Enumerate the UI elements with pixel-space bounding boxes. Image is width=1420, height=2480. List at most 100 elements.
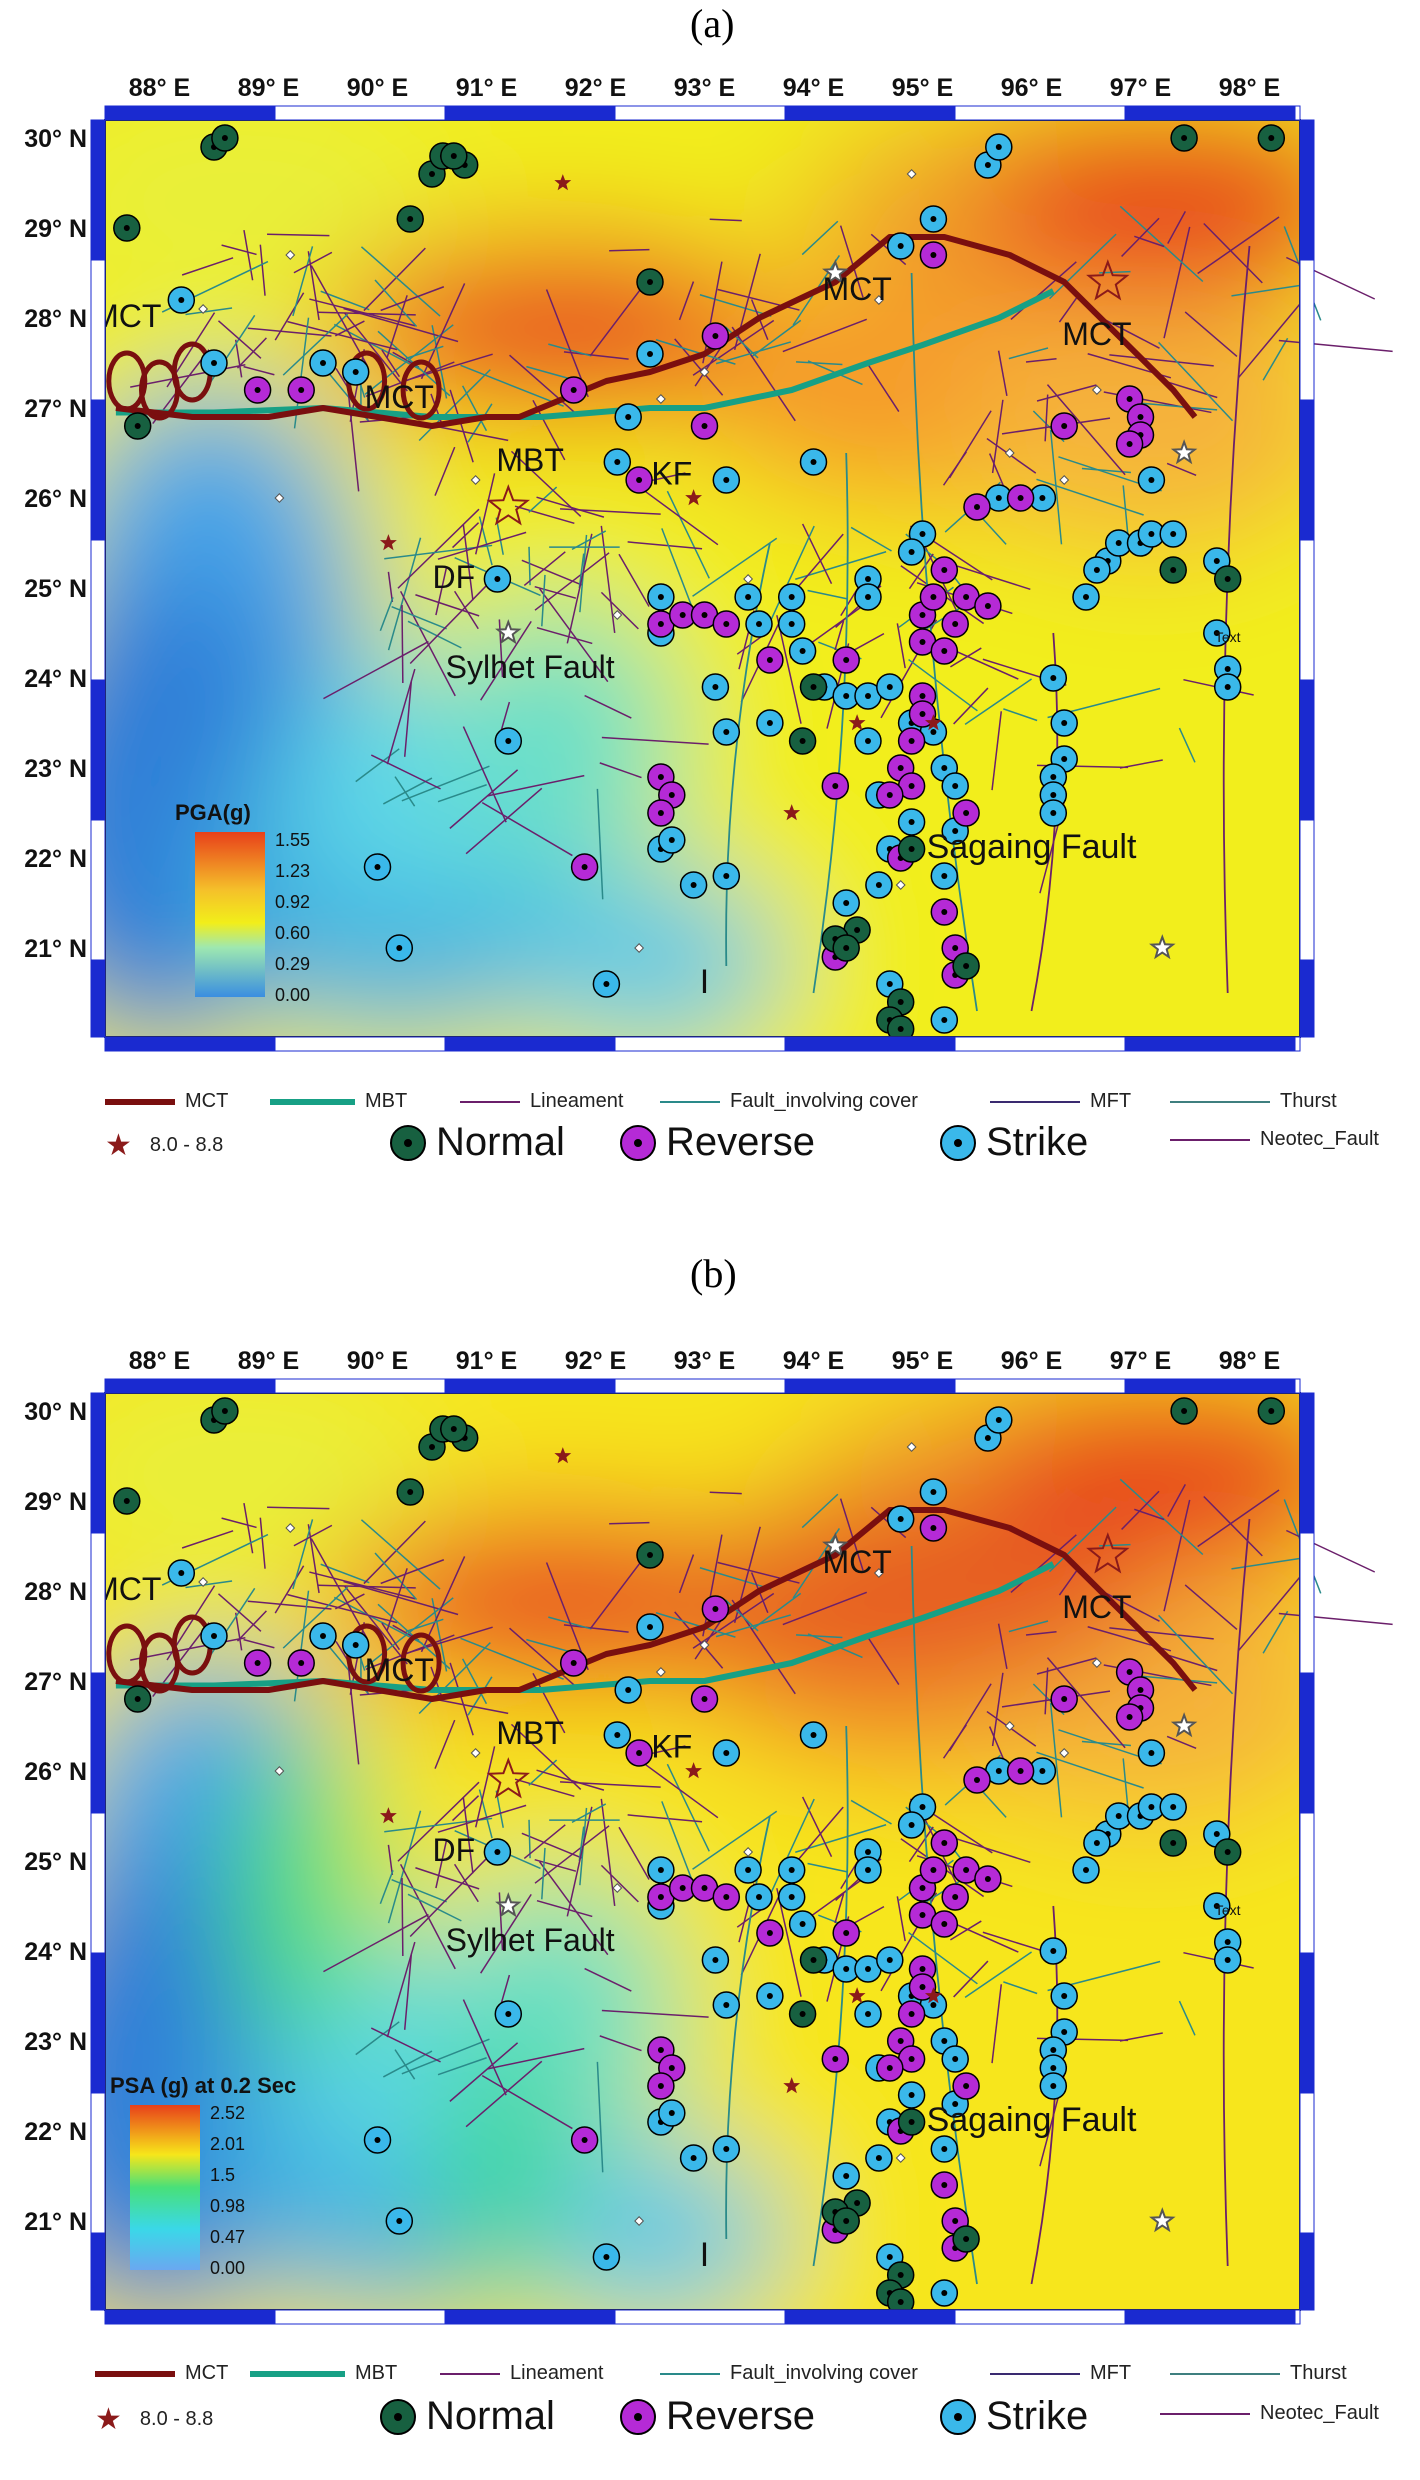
lat-tick-label: 21° N [24,935,87,963]
strike-event [592,2243,621,2271]
normal-event [211,124,239,152]
lineament [523,551,566,586]
lineament [541,574,546,627]
border-segment [954,1036,1126,1052]
lineament [462,1999,507,2096]
lineament [1109,354,1214,367]
legend-mbt: MBT [250,2362,397,2385]
minor-event [895,880,906,890]
lineament [382,2050,433,2078]
lat-tick-label: 22° N [24,845,87,873]
minor-event [285,250,296,260]
lineament [715,1614,792,1638]
lineament [1166,462,1197,477]
sagaing-fault-label: Sagaing Fault [927,828,1137,866]
lineament [534,1858,577,1872]
strike-event [788,1910,817,1938]
lineament [699,1567,772,1590]
minor-event [655,394,666,404]
lineament [981,1790,1007,1818]
lineament [1036,1751,1144,1789]
lineament [521,1832,583,1859]
lineament [363,247,426,312]
lat-tick-label: 23° N [24,2028,87,2056]
strike-event [941,2045,969,2073]
lineament [953,1960,989,1998]
lineament [1049,1506,1117,1573]
mct-line [115,1507,1198,1702]
legend-reverse: Reverse [620,2394,815,2439]
lineament [514,505,575,525]
lineament [401,2038,490,2075]
lineament [405,1626,493,1655]
normal-event [886,1015,915,1043]
sagaing-fault-label: Sagaing Fault [927,2101,1137,2139]
strike-event [309,1622,337,1650]
lineament [850,1799,892,1825]
lineament [942,451,967,486]
strike-icon [940,1124,976,1161]
border-segment [1299,2232,1315,2311]
lat-tick-label: 30° N [24,125,87,153]
lineament [1049,429,1063,545]
reverse-event [559,376,588,404]
lineament [538,588,609,683]
reverse-event [756,646,784,674]
normal-event [1213,1838,1242,1866]
lat-tick-label: 27° N [24,395,87,423]
lineament [908,1931,978,1985]
lineament [467,403,493,443]
minor-event [873,1568,884,1578]
lineament [1237,291,1311,379]
reverse-event [821,772,850,800]
border-segment [784,2309,956,2325]
legend-magnitude: ★ 8.0 - 8.8 [95,2403,214,2436]
lineament [563,351,629,360]
small-star [783,804,801,821]
lineament [655,339,736,365]
large-star [1086,259,1130,301]
normal-event [832,2207,860,2235]
normal-event [897,2108,926,2136]
reverse-event [647,799,675,827]
lineament [437,784,487,803]
lon-tick-label: 96° E [1001,74,1062,102]
border-segment [90,399,106,541]
lat-tick-label: 28° N [24,305,87,333]
lineament [449,769,519,829]
legend-magnitude: ★ 8.0 - 8.8 [105,1129,224,1162]
strike-event [756,1982,784,2010]
normal-event [799,673,828,701]
lineament [391,605,447,630]
lineament [997,1623,1008,1669]
reverse-event [919,1514,948,1542]
reverse-event [930,556,959,584]
normal-event [1257,1397,1286,1425]
strike-event [614,1676,642,1704]
lineament [403,1953,413,2030]
lon-tick-label: 94° E [783,74,844,102]
legend-thurst: Thurst [1170,2362,1347,2385]
lineament [694,1620,722,1660]
border-segment [1299,2092,1315,2234]
lineament [234,339,243,378]
lineament [323,640,429,700]
strike-event [876,1946,904,1974]
lineament [434,1719,456,1769]
strike-event [658,826,686,854]
strike-event [897,2081,926,2109]
lineament [600,1864,639,1903]
lineament [478,1789,493,1839]
lon-tick-label: 91° E [456,1347,517,1375]
lineament [801,1796,833,1857]
lineament [1132,401,1218,411]
strike-event [1039,799,1068,827]
strike-event [658,2099,686,2127]
border-segment [1299,1812,1315,1954]
normal-event [636,268,664,296]
lineament [1119,2032,1163,2042]
normal-event [952,952,980,980]
reverse-event [243,1649,272,1677]
normal-event [1257,124,1286,152]
lineament [566,1806,593,1917]
